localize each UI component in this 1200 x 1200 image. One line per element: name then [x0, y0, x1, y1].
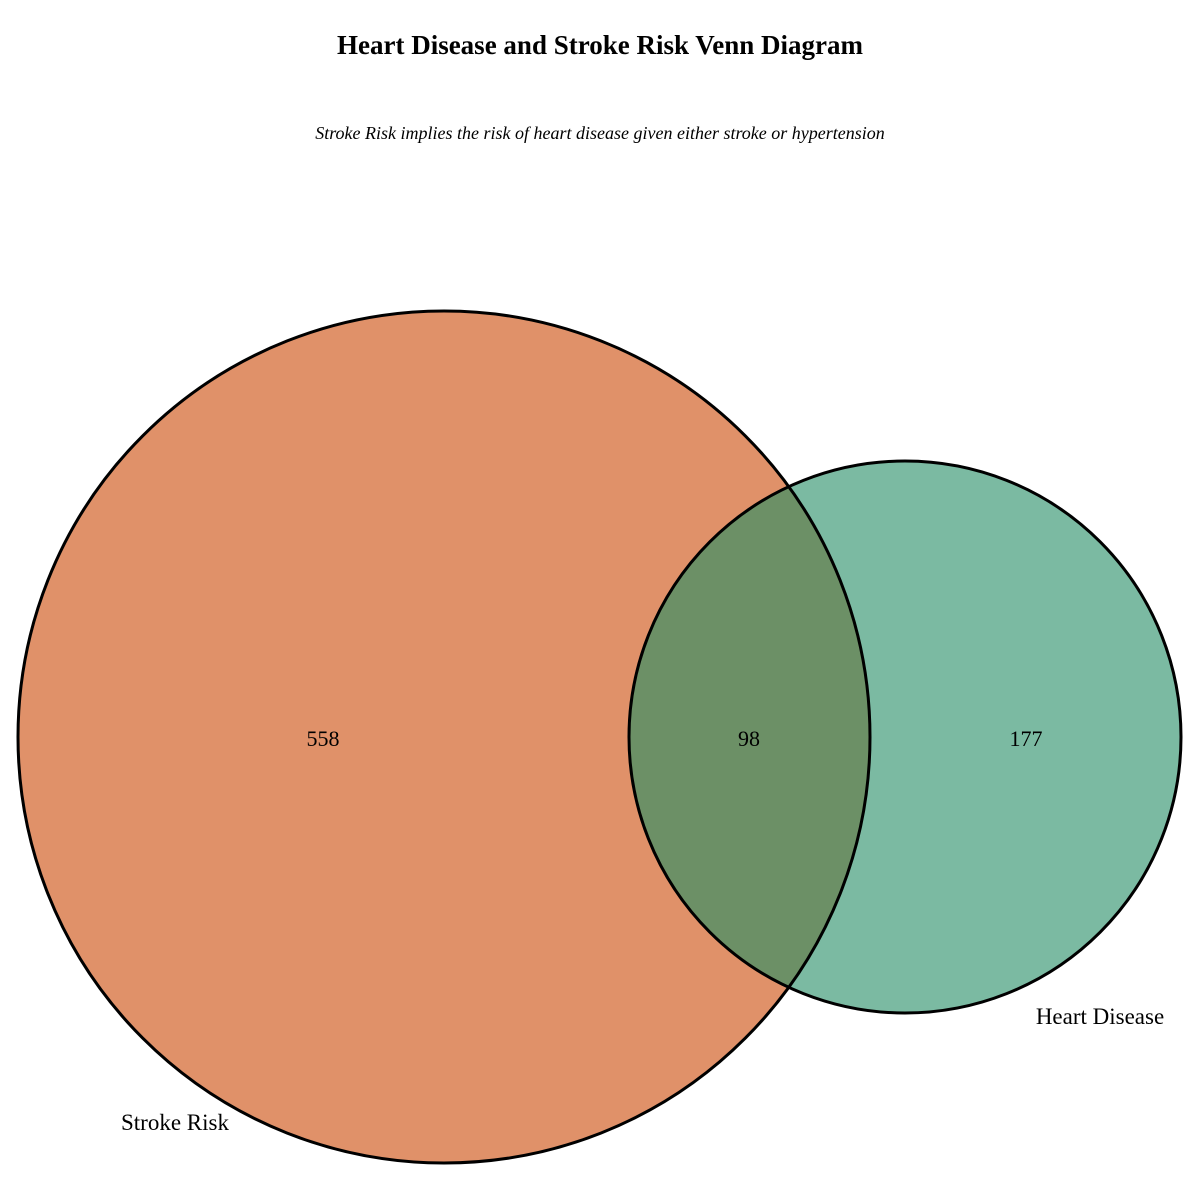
heart-disease-only-count: 177 [1010, 726, 1043, 751]
stroke-risk-outline [16, 309, 872, 1165]
intersection-count: 98 [738, 726, 760, 751]
stroke-risk-label: Stroke Risk [121, 1110, 229, 1135]
stroke-risk-circle [18, 311, 870, 1163]
diagram-subtitle: Stroke Risk implies the risk of heart di… [315, 123, 885, 143]
heart-disease-label: Heart Disease [1036, 1004, 1164, 1029]
diagram-title: Heart Disease and Stroke Risk Venn Diagr… [336, 30, 864, 60]
stroke-risk-only-count: 558 [307, 726, 340, 751]
heart-disease-outline [627, 459, 1183, 1015]
